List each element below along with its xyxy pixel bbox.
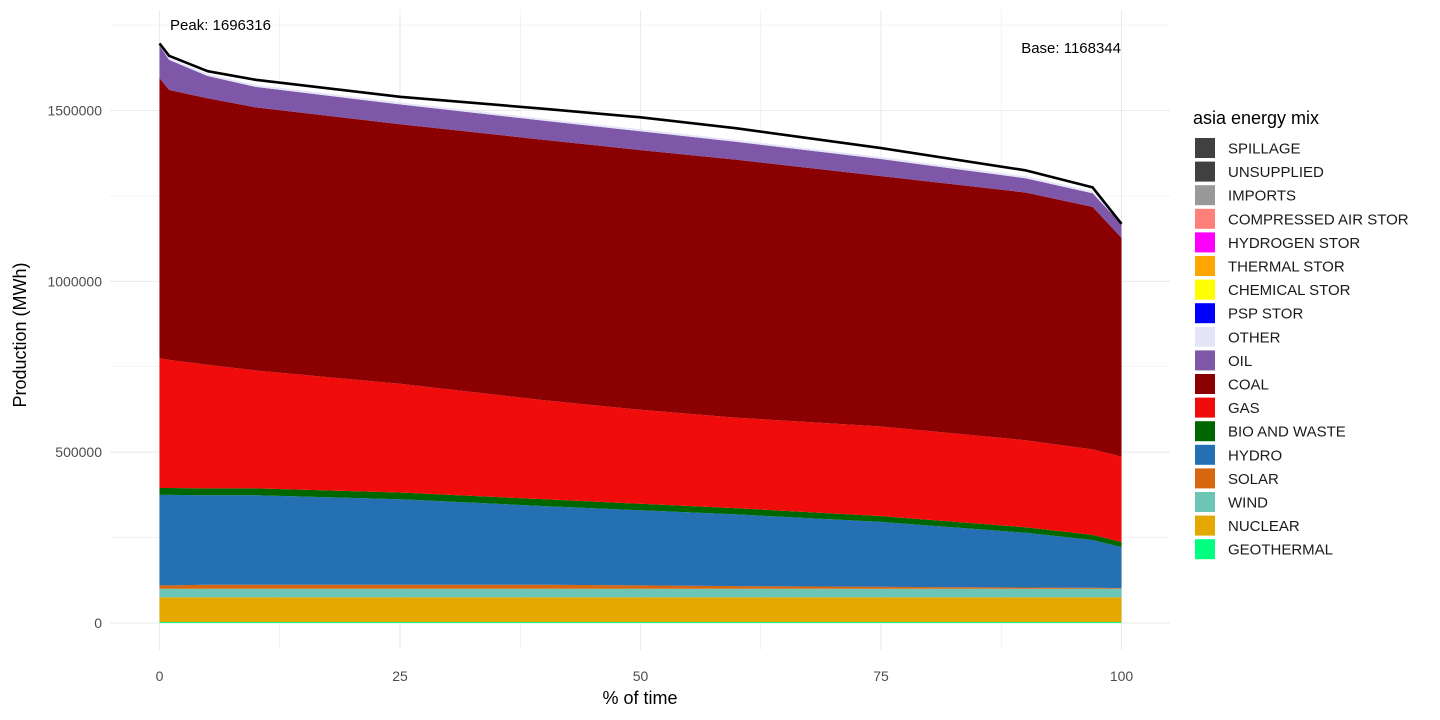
legend-swatch <box>1195 185 1215 206</box>
x-tick-label: 100 <box>1110 668 1134 684</box>
legend-label: SOLAR <box>1228 471 1279 488</box>
x-tick-label: 25 <box>392 668 408 684</box>
area-nuclear <box>159 597 1122 622</box>
area-solar <box>159 584 1122 589</box>
x-axis-title: % of time <box>602 688 677 708</box>
legend-label: IMPORTS <box>1228 188 1296 205</box>
legend-label: COAL <box>1228 377 1269 394</box>
legend-swatch <box>1195 397 1215 418</box>
legend-label: COMPRESSED AIR STOR <box>1228 211 1409 228</box>
legend-swatch <box>1195 161 1215 182</box>
x-tick-label: 75 <box>873 668 889 684</box>
legend-swatch <box>1195 468 1215 489</box>
legend-swatch <box>1195 303 1215 324</box>
y-tick-label: 1500000 <box>47 103 102 119</box>
legend-label: GAS <box>1228 400 1260 417</box>
legend-swatch <box>1195 326 1215 347</box>
legend-swatch <box>1195 444 1215 465</box>
legend-swatch <box>1195 208 1215 229</box>
y-tick-labels: 0 500000 1000000 1500000 <box>47 103 102 632</box>
area-oil <box>159 45 1122 238</box>
y-tick-label: 0 <box>94 615 102 631</box>
total-line-group <box>158 42 1123 225</box>
legend-items: SPILLAGE UNSUPPLIED IMPORTS COMPRESSED AIR … <box>1195 138 1409 560</box>
legend-label: CHEMICAL STOR <box>1228 282 1351 299</box>
legend-label: HYDROGEN STOR <box>1228 235 1360 252</box>
legend-label: WIND <box>1228 495 1268 512</box>
legend: asia energy mix SPILLAGE UNSUPPLIED IMPORT… <box>1193 108 1409 560</box>
legend-label: SPILLAGE <box>1228 141 1301 158</box>
legend-label: NUCLEAR <box>1228 518 1300 535</box>
legend-label: HYDRO <box>1228 447 1282 464</box>
legend-swatch <box>1195 350 1215 371</box>
total-production-line <box>158 42 1123 225</box>
legend-label: UNSUPPLIED <box>1228 164 1324 181</box>
peak-annotation: Peak: 1696316 <box>170 17 271 34</box>
legend-swatch <box>1195 539 1215 560</box>
legend-title: asia energy mix <box>1193 108 1319 128</box>
area-geothermal <box>159 622 1122 623</box>
area-wind <box>159 588 1122 598</box>
legend-label: GEOTHERMAL <box>1228 542 1333 559</box>
legend-swatch <box>1195 515 1215 536</box>
area-coal <box>159 78 1122 457</box>
legend-label: BIO AND WASTE <box>1228 424 1346 441</box>
legend-swatch <box>1195 279 1215 300</box>
legend-swatch <box>1195 256 1215 276</box>
legend-label: PSP STOR <box>1228 306 1303 323</box>
legend-label: OTHER <box>1228 329 1281 346</box>
area-bio-and-waste <box>159 488 1122 548</box>
legend-label: OIL <box>1228 353 1252 370</box>
legend-swatch <box>1195 138 1215 158</box>
y-tick-label: 500000 <box>55 444 102 460</box>
area-hydro <box>159 494 1122 589</box>
legend-swatch <box>1195 421 1215 442</box>
x-tick-label: 50 <box>633 668 649 684</box>
legend-swatch <box>1195 492 1215 512</box>
x-tick-label: 0 <box>156 668 164 684</box>
legend-label: THERMAL STOR <box>1228 259 1345 276</box>
legend-swatch <box>1195 374 1215 394</box>
base-annotation: Base: 1168344 <box>1021 40 1121 57</box>
y-axis-title: Production (MWh) <box>10 262 30 407</box>
area-series <box>159 43 1122 623</box>
area-gas <box>159 358 1122 542</box>
legend-swatch <box>1195 232 1215 253</box>
x-tick-labels: 0 25 50 75 100 <box>156 668 1134 684</box>
y-tick-label: 1000000 <box>47 273 102 289</box>
